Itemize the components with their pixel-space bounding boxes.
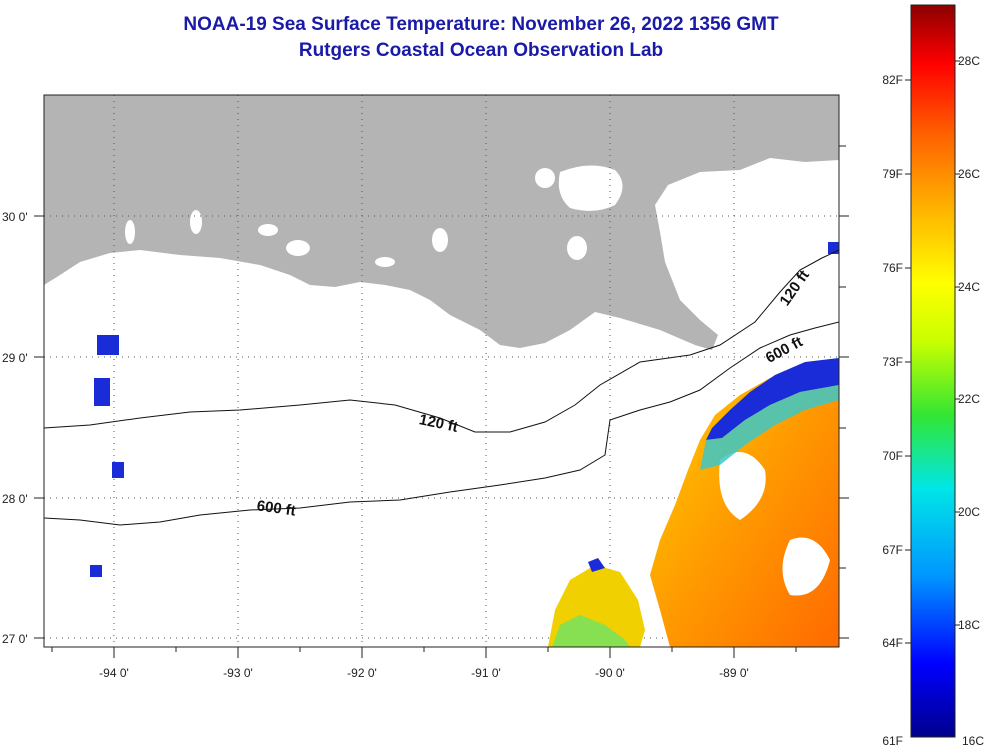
lat-label: 28 0' — [2, 492, 28, 506]
colorbar-f-label: 76F — [882, 261, 903, 275]
lon-label: -93 0' — [223, 666, 253, 680]
sst-teal-band — [700, 385, 839, 470]
contour-label-600-west: 600 ft — [256, 497, 297, 519]
colorbar-f-label: 67F — [882, 543, 903, 557]
colorbar-f-label: 73F — [882, 355, 903, 369]
lat-label: 29 0' — [2, 351, 28, 365]
land-mass — [44, 95, 839, 350]
lake-atchafalaya — [375, 257, 395, 267]
colorbar-c-label: 18C — [958, 618, 980, 632]
axis-ticks — [34, 145, 849, 658]
lat-label: 27 0' — [2, 632, 28, 646]
lake-salvador — [567, 236, 587, 260]
contour-600ft — [44, 321, 839, 526]
colorbar-f-label: 61F — [882, 734, 903, 748]
sst-south-patch-green — [552, 615, 630, 647]
lon-label: -90 0' — [595, 666, 625, 680]
colorbar-c-label: 20C — [958, 505, 980, 519]
lake-maurepas — [535, 168, 555, 188]
lake-white — [258, 224, 278, 236]
lon-label: -91 0' — [471, 666, 501, 680]
colorbar-c-label: 24C — [958, 280, 980, 294]
lon-label: -92 0' — [347, 666, 377, 680]
lon-label: -89 0' — [719, 666, 749, 680]
sst-cloud-gap — [719, 452, 830, 596]
lake-sabine — [125, 220, 135, 244]
map-title: NOAA-19 Sea Surface Temperature: Novembe… — [183, 14, 779, 35]
lon-label: -94 0' — [99, 666, 129, 680]
colorbar-f-label: 70F — [882, 449, 903, 463]
lake-grand — [286, 240, 310, 256]
map-subtitle: Rutgers Coastal Ocean Observation Lab — [298, 40, 664, 61]
lake-fausse — [432, 228, 448, 252]
sst-south-patch-blue — [588, 558, 605, 572]
plot-frame — [43, 94, 840, 648]
colorbar-c-label: 28C — [958, 54, 980, 68]
colorbar-c-label: 16C — [962, 734, 984, 748]
contour-120ft — [44, 249, 839, 433]
colorbar-f-label: 79F — [882, 167, 903, 181]
lake-pontchartrain — [558, 165, 623, 211]
colorbar-c-label: 22C — [958, 392, 980, 406]
graticule — [44, 95, 839, 647]
sst-west-fragments — [90, 242, 839, 577]
lake-calcasieu — [190, 210, 202, 234]
sst-cool-edge — [706, 358, 839, 440]
colorbar — [910, 4, 956, 738]
lat-label: 30 0' — [2, 210, 28, 224]
colorbar-f-label: 82F — [882, 73, 903, 87]
colorbar-f-label: 64F — [882, 636, 903, 650]
colorbar-c-label: 26C — [958, 167, 980, 181]
colorbar-ticks — [905, 60, 960, 644]
